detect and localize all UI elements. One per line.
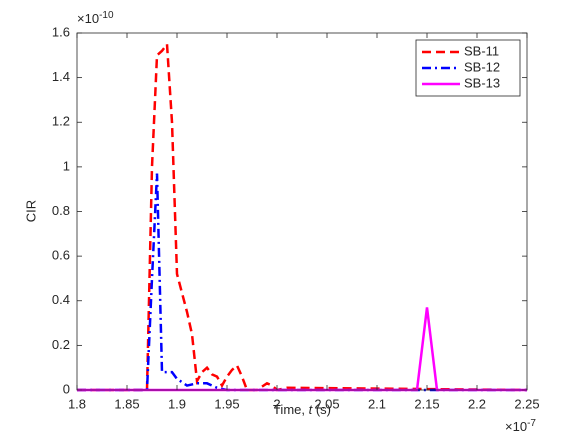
x-multiplier-exponent: -7: [527, 418, 536, 429]
legend-label: SB-12: [464, 59, 500, 74]
x-tick-label: 2.2: [468, 396, 486, 411]
x-tick-label: 1.8: [68, 396, 86, 411]
y-tick-label: 1.2: [52, 114, 70, 129]
y-tick-label: 1.6: [52, 24, 70, 39]
x-multiplier: ×10-7: [505, 418, 536, 435]
x-tick-label: 2: [273, 396, 280, 411]
legend-label: SB-11: [464, 43, 499, 58]
y-tick-label: 0.6: [52, 248, 70, 263]
x-tick-label: 1.95: [214, 396, 239, 411]
x-label-var: t: [309, 402, 314, 417]
x-tick-label: 2.25: [514, 396, 539, 411]
x-tick-label: 2.05: [314, 396, 339, 411]
x-label-text: Time,: [273, 402, 309, 417]
x-tick-label: 2.1: [368, 396, 386, 411]
series-line: [77, 173, 527, 392]
y-tick-label: 1: [63, 158, 70, 173]
y-tick-label: 0.2: [52, 337, 70, 352]
y-axis-label: CIR: [23, 200, 38, 222]
x-multiplier-base: ×10: [505, 419, 527, 434]
y-tick-label: 0: [63, 381, 70, 396]
x-tick-label: 1.9: [168, 396, 186, 411]
y-tick-label: 0.4: [52, 292, 70, 307]
y-multiplier: ×10-10: [77, 10, 114, 27]
y-tick-label: 0.8: [52, 203, 70, 218]
x-tick-label: 2.15: [414, 396, 439, 411]
y-multiplier-base: ×10: [77, 11, 99, 26]
x-axis-label: Time, t (s): [273, 402, 331, 417]
y-tick-label: 1.4: [52, 69, 70, 84]
y-multiplier-exponent: -10: [99, 10, 114, 21]
series-line: [77, 40, 528, 392]
x-tick-label: 1.85: [114, 396, 139, 411]
legend-label: SB-13: [464, 75, 500, 90]
x-label-unit: (s): [312, 402, 331, 417]
legend-box: [415, 39, 521, 97]
